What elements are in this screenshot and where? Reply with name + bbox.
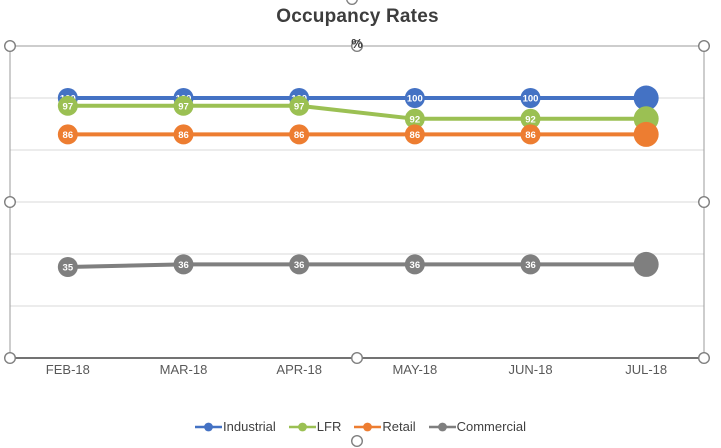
legend-item-industrial[interactable]: Industrial xyxy=(195,419,276,434)
legend-marker-icon xyxy=(428,422,456,431)
data-label-commercial: 35 xyxy=(63,263,74,274)
data-point-retail[interactable] xyxy=(57,124,78,145)
x-axis-label[interactable]: FEB-18 xyxy=(45,362,90,377)
chart-title[interactable]: Occupancy Rates xyxy=(276,6,439,27)
data-label-retail: 86 xyxy=(525,130,536,141)
data-label-commercial: 36 xyxy=(410,260,421,271)
legend-item-retail[interactable]: Retail xyxy=(354,419,416,434)
data-label-industrial: 100 xyxy=(407,94,423,105)
data-label-industrial: 100 xyxy=(523,94,539,105)
selection-handle[interactable] xyxy=(698,40,711,53)
data-label-retail: 86 xyxy=(294,130,305,141)
legend-marker-icon xyxy=(195,422,223,431)
data-point-retail[interactable] xyxy=(520,124,541,145)
legend[interactable]: Industrial LFR Retail Commercial xyxy=(0,419,721,434)
data-label-retail: 86 xyxy=(410,130,421,141)
data-label-lfr: 97 xyxy=(178,101,189,112)
data-label-lfr: 92 xyxy=(410,114,421,125)
data-point-lfr[interactable] xyxy=(289,95,310,116)
data-point-retail[interactable] xyxy=(633,121,659,147)
data-point-industrial[interactable] xyxy=(404,88,425,108)
selection-handle[interactable] xyxy=(3,352,17,365)
selection-handle[interactable] xyxy=(346,0,358,5)
selection-handle[interactable] xyxy=(3,40,17,53)
data-label-lfr: 97 xyxy=(294,101,305,112)
data-label-lfr: 97 xyxy=(63,101,74,112)
data-point-retail[interactable] xyxy=(404,124,425,145)
data-point-industrial[interactable] xyxy=(520,88,541,108)
legend-label: Commercial xyxy=(456,419,526,434)
axis-title-percent[interactable]: % xyxy=(351,36,363,51)
x-axis-label[interactable]: JUL-18 xyxy=(625,362,668,377)
legend-item-lfr[interactable]: LFR xyxy=(288,419,342,434)
data-point-lfr[interactable] xyxy=(404,108,425,129)
x-axis[interactable]: FEB-18 MAR-18 APR-18 MAY-18 JUN-18 JUL-18 xyxy=(10,362,704,377)
data-label-commercial: 36 xyxy=(525,260,536,271)
data-point-commercial[interactable] xyxy=(520,254,541,275)
data-point-retail[interactable] xyxy=(289,124,310,145)
data-point-lfr[interactable] xyxy=(57,95,78,116)
selection-handle[interactable] xyxy=(351,435,364,448)
data-point-commercial[interactable] xyxy=(57,257,78,277)
series-line-lfr[interactable] xyxy=(65,103,649,121)
x-axis-label[interactable]: APR-18 xyxy=(276,362,322,377)
data-label-commercial: 36 xyxy=(294,260,305,271)
selection-handle[interactable] xyxy=(351,352,364,365)
legend-marker-icon xyxy=(354,422,382,431)
legend-label: Retail xyxy=(382,419,416,434)
x-axis-label[interactable]: MAY-18 xyxy=(392,362,438,377)
data-label-retail: 86 xyxy=(178,130,189,141)
data-point-commercial[interactable] xyxy=(289,254,310,275)
legend-label: LFR xyxy=(316,419,342,434)
selection-handle[interactable] xyxy=(698,352,711,365)
data-point-lfr[interactable] xyxy=(173,95,194,116)
data-point-commercial[interactable] xyxy=(404,254,425,275)
data-label-commercial: 36 xyxy=(178,260,189,271)
data-point-commercial[interactable] xyxy=(173,254,194,275)
x-axis-label[interactable]: JUN-18 xyxy=(508,362,553,377)
series-line-commercial[interactable] xyxy=(65,262,649,269)
x-axis-label[interactable]: MAR-18 xyxy=(159,362,208,377)
legend-marker-icon xyxy=(288,422,316,431)
selection-handle[interactable] xyxy=(3,195,17,208)
data-label-lfr: 92 xyxy=(525,114,536,125)
data-point-industrial[interactable] xyxy=(633,85,659,111)
selection-handle[interactable] xyxy=(698,195,711,208)
data-point-lfr[interactable] xyxy=(520,108,541,129)
data-point-commercial[interactable] xyxy=(633,251,659,277)
selection-handle[interactable] xyxy=(351,40,364,53)
legend-label: Industrial xyxy=(223,419,276,434)
data-label-retail: 86 xyxy=(63,130,74,141)
legend-item-commercial[interactable]: Commercial xyxy=(428,419,526,434)
data-point-retail[interactable] xyxy=(173,124,194,145)
